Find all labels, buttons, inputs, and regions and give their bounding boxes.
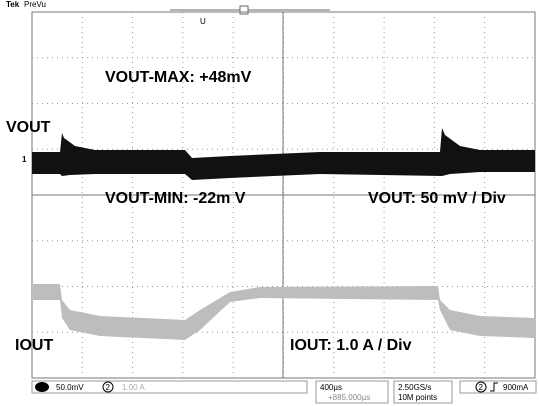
- vout-label: VOUT: [6, 119, 51, 136]
- trigger-level: 900mA: [503, 383, 529, 392]
- scope-screen: Tek PreVu U 1 VOUT VOUT-MAX: +48mV VOUT-…: [0, 0, 539, 406]
- record-window: [240, 6, 248, 14]
- position: +885.000µs: [328, 393, 370, 402]
- ch1-icon: [35, 382, 49, 392]
- iout-label: IOUT: [15, 337, 53, 354]
- ch2: 2: [106, 383, 111, 392]
- vout-min: VOUT-MIN: -22m V: [105, 190, 246, 207]
- trigger-channel: 2: [479, 383, 484, 392]
- sample-rate: 2.50GS/s: [398, 383, 431, 392]
- record-length: 10M points: [398, 393, 437, 402]
- vout-scale: VOUT: 50 mV / Div: [368, 190, 506, 207]
- ch2-scale: 1.00 A: [122, 383, 145, 392]
- ch1-marker: 1: [22, 155, 27, 164]
- ch1-scale: 50.0mV: [56, 383, 84, 392]
- brand: Tek: [6, 0, 20, 9]
- timebase: 400µs: [320, 383, 342, 392]
- trigger-marker: U: [200, 17, 206, 26]
- mode: PreVu: [24, 0, 46, 9]
- iout-scale: IOUT: 1.0 A / Div: [290, 337, 412, 354]
- vout-max: VOUT-MAX: +48mV: [105, 69, 252, 86]
